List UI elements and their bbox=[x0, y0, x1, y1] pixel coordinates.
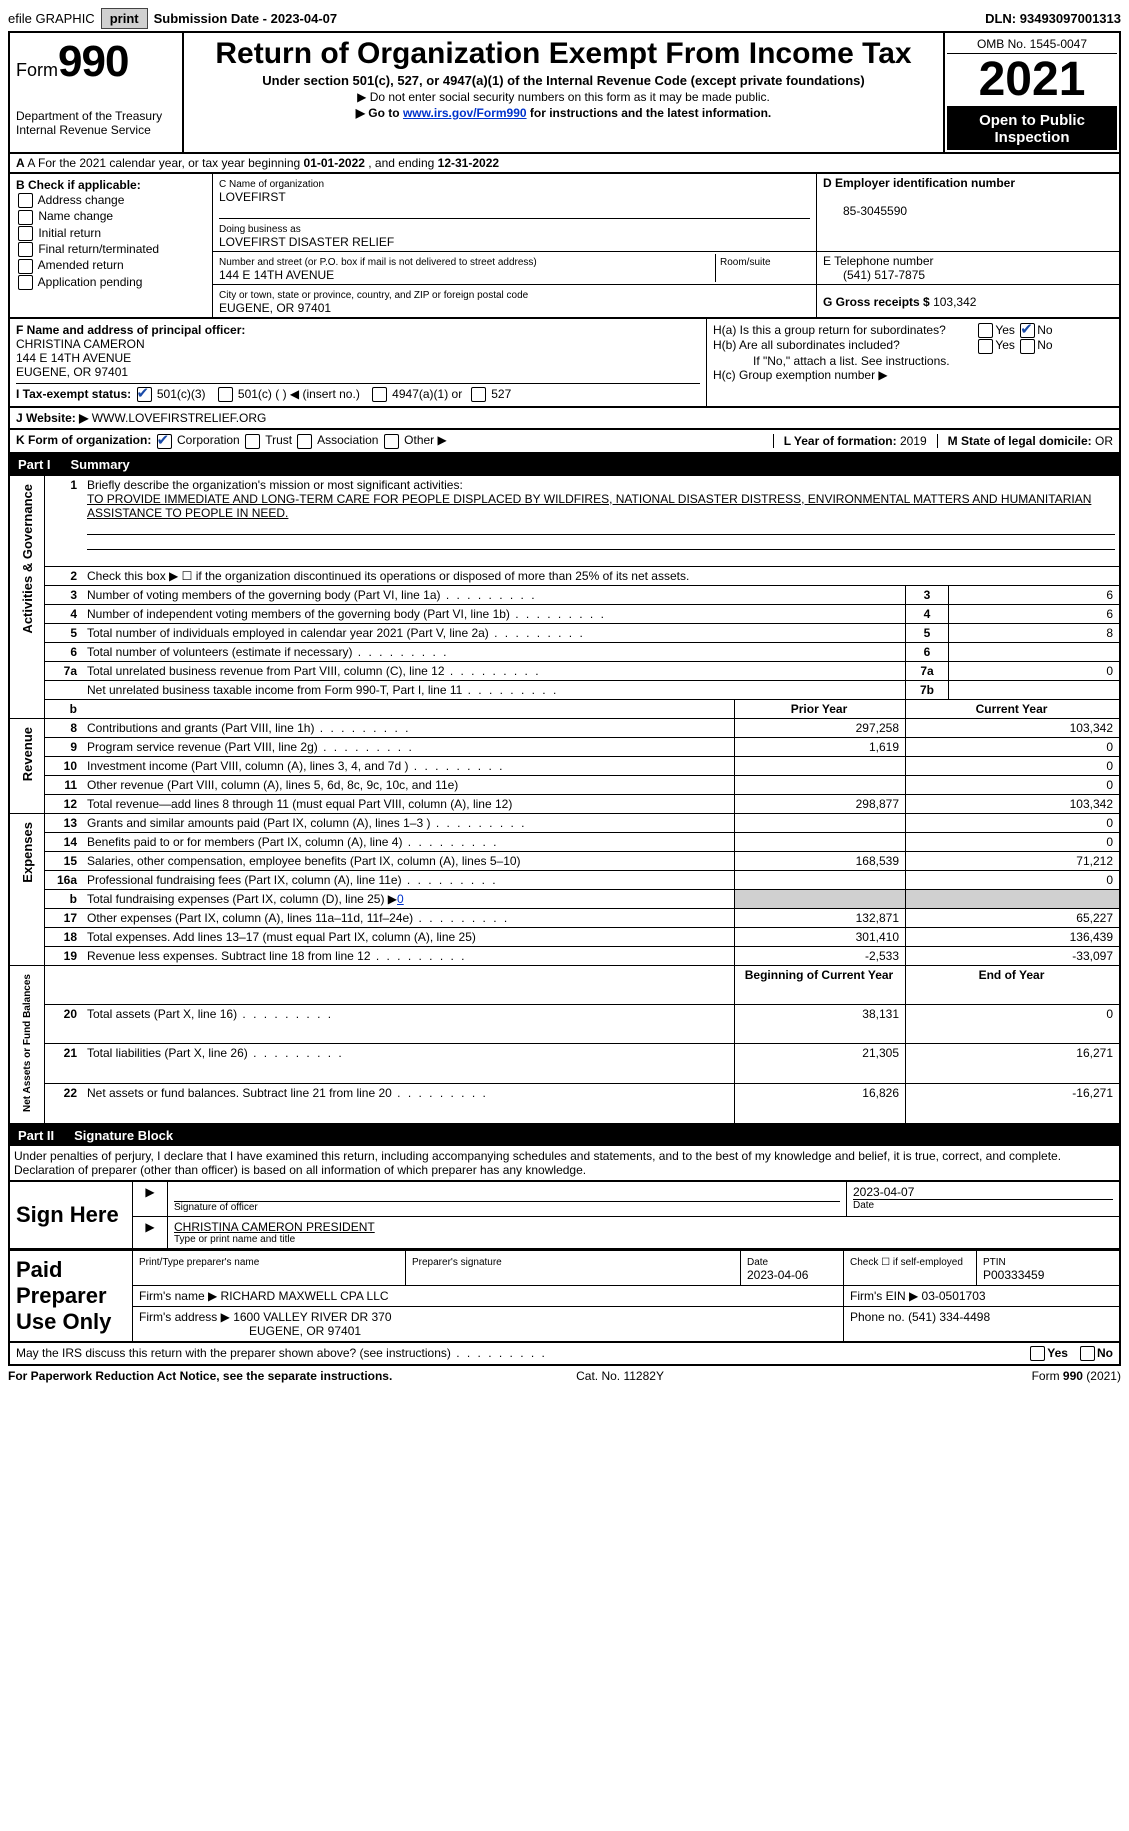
sig-date: 2023-04-07 bbox=[853, 1185, 914, 1199]
year-formation: 2019 bbox=[900, 434, 927, 448]
part1-header: Part ISummary bbox=[8, 454, 1121, 475]
hb-yes[interactable] bbox=[978, 339, 993, 354]
chk-assoc[interactable] bbox=[297, 434, 312, 449]
block-bcd: B Check if applicable: Address change Na… bbox=[8, 174, 1121, 319]
officer-name: CHRISTINA CAMERON bbox=[16, 337, 145, 351]
ha-no[interactable] bbox=[1020, 323, 1035, 338]
state-domicile: OR bbox=[1095, 434, 1113, 448]
line7a-val: 0 bbox=[949, 661, 1121, 680]
firm-city: EUGENE, OR 97401 bbox=[139, 1324, 361, 1338]
phone: (541) 517-7875 bbox=[823, 268, 925, 282]
ha-yes[interactable] bbox=[978, 323, 993, 338]
line3-val: 6 bbox=[949, 585, 1121, 604]
side-ag: Activities & Governance bbox=[20, 478, 35, 640]
side-rev: Revenue bbox=[20, 721, 35, 787]
chk-trust[interactable] bbox=[245, 434, 260, 449]
chk-501c3[interactable] bbox=[137, 387, 152, 402]
form-subtitle: Under section 501(c), 527, or 4947(a)(1)… bbox=[190, 73, 937, 88]
tax-year: 2021 bbox=[947, 54, 1117, 108]
city: EUGENE, OR 97401 bbox=[219, 301, 331, 315]
chk-4947[interactable] bbox=[372, 387, 387, 402]
omb-number: OMB No. 1545-0047 bbox=[947, 35, 1117, 54]
chk-address-change[interactable]: Address change bbox=[16, 193, 206, 208]
line7b-val bbox=[949, 680, 1121, 699]
print-button[interactable]: print bbox=[101, 8, 148, 29]
arrow-icon: ▶ bbox=[133, 1181, 168, 1217]
irs-discuss-row: May the IRS discuss this return with the… bbox=[8, 1343, 1121, 1366]
side-na: Net Assets or Fund Balances bbox=[22, 968, 33, 1118]
efile-label: efile GRAPHIC bbox=[8, 11, 95, 26]
dept-label: Department of the Treasury bbox=[16, 109, 176, 123]
sign-here-block: Sign Here ▶ Signature of officer 2023-04… bbox=[8, 1180, 1121, 1250]
chk-name-change[interactable]: Name change bbox=[16, 209, 206, 224]
form-note-1: ▶ Do not enter social security numbers o… bbox=[190, 90, 937, 104]
hb-no[interactable] bbox=[1020, 339, 1035, 354]
line5-val: 8 bbox=[949, 623, 1121, 642]
row-j: J Website: ▶ WWW.LOVEFIRSTRELIEF.ORG bbox=[8, 408, 1121, 430]
firm-phone: (541) 334-4498 bbox=[908, 1310, 990, 1324]
chk-initial-return[interactable]: Initial return bbox=[16, 226, 206, 241]
mission-text: TO PROVIDE IMMEDIATE AND LONG-TERM CARE … bbox=[87, 492, 1091, 520]
gross-receipts: 103,342 bbox=[933, 295, 976, 309]
chk-527[interactable] bbox=[471, 387, 486, 402]
website: WWW.LOVEFIRSTRELIEF.ORG bbox=[92, 411, 267, 425]
irs-label: Internal Revenue Service bbox=[16, 123, 176, 137]
row-fh: F Name and address of principal officer:… bbox=[8, 319, 1121, 408]
irs-link[interactable]: www.irs.gov/Form990 bbox=[403, 106, 527, 120]
line6-val bbox=[949, 642, 1121, 661]
row-klm: K Form of organization: Corporation Trus… bbox=[8, 430, 1121, 453]
line4-val: 6 bbox=[949, 604, 1121, 623]
chk-amended-return[interactable]: Amended return bbox=[16, 258, 206, 273]
part2-header: Part IISignature Block bbox=[8, 1125, 1121, 1146]
col-b-head: B Check if applicable: bbox=[16, 178, 141, 192]
chk-other[interactable] bbox=[384, 434, 399, 449]
paid-preparer-block: Paid Preparer Use Only Print/Type prepar… bbox=[8, 1250, 1121, 1343]
arrow-icon: ▶ bbox=[133, 1216, 168, 1249]
form-number: Form990 bbox=[16, 37, 176, 87]
sig-intro: Under penalties of perjury, I declare th… bbox=[8, 1146, 1121, 1180]
form-header: Form990 Department of the Treasury Inter… bbox=[8, 33, 1121, 154]
firm-ein: 03-0501703 bbox=[922, 1289, 986, 1303]
line8-curr: 103,342 bbox=[906, 718, 1121, 737]
dba-name: LOVEFIRST DISASTER RELIEF bbox=[219, 235, 394, 249]
side-exp: Expenses bbox=[20, 816, 35, 889]
chk-application-pending[interactable]: Application pending bbox=[16, 275, 206, 290]
top-bar: efile GRAPHIC print Submission Date - 20… bbox=[8, 8, 1121, 33]
ein: 85-3045590 bbox=[823, 204, 907, 218]
chk-corp[interactable] bbox=[157, 434, 172, 449]
org-name: LOVEFIRST bbox=[219, 190, 286, 204]
dln: DLN: 93493097001313 bbox=[985, 11, 1121, 26]
firm-name: RICHARD MAXWELL CPA LLC bbox=[221, 1289, 389, 1303]
discuss-yes[interactable] bbox=[1030, 1346, 1045, 1361]
submission-date: Submission Date - 2023-04-07 bbox=[154, 11, 338, 26]
part1-table: Activities & Governance 1 Briefly descri… bbox=[8, 475, 1121, 1125]
form-note-2: ▶ Go to www.irs.gov/Form990 for instruct… bbox=[190, 106, 937, 120]
line8-prior: 297,258 bbox=[735, 718, 906, 737]
form-title: Return of Organization Exempt From Incom… bbox=[190, 37, 937, 71]
ptin: P00333459 bbox=[983, 1268, 1044, 1282]
officer-typed-name: CHRISTINA CAMERON PRESIDENT bbox=[174, 1220, 375, 1234]
street: 144 E 14TH AVENUE bbox=[219, 268, 334, 282]
row-a: A A For the 2021 calendar year, or tax y… bbox=[8, 154, 1121, 174]
discuss-no[interactable] bbox=[1080, 1346, 1095, 1361]
page-footer: For Paperwork Reduction Act Notice, see … bbox=[8, 1366, 1121, 1383]
chk-501c[interactable] bbox=[218, 387, 233, 402]
open-to-public: Open to Public Inspection bbox=[947, 108, 1117, 150]
chk-final-return[interactable]: Final return/terminated bbox=[16, 242, 206, 257]
